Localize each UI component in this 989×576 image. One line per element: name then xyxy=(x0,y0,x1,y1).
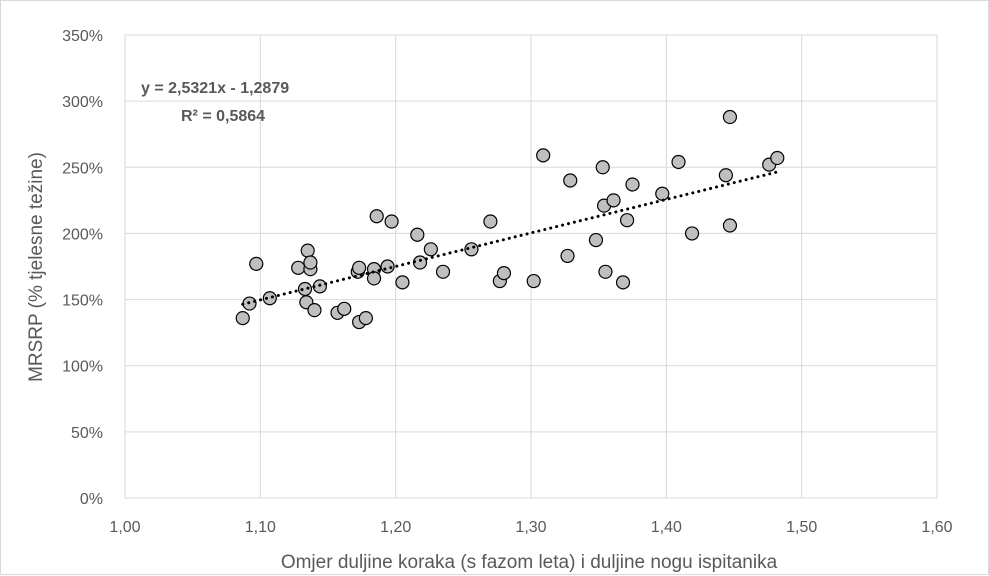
data-point xyxy=(303,255,318,270)
data-point xyxy=(235,310,250,326)
data-point xyxy=(366,271,382,286)
data-point xyxy=(625,177,640,192)
x-tick-label: 1,10 xyxy=(245,519,276,536)
data-point xyxy=(423,242,438,257)
y-tick-labels: 0% 50% 100% 150% 200% 250% 300% 350% xyxy=(62,28,103,508)
data-point xyxy=(352,260,367,275)
data-point xyxy=(598,264,613,279)
data-point xyxy=(369,209,384,224)
data-point xyxy=(384,214,399,229)
y-tick-label: 150% xyxy=(62,293,103,310)
y-tick-label: 350% xyxy=(62,28,103,45)
data-point xyxy=(563,173,578,188)
x-axis-title: Omjer duljine koraka (s fazom leta) i du… xyxy=(281,552,778,573)
data-point xyxy=(262,291,277,306)
x-tick-label: 1,30 xyxy=(515,519,546,536)
x-tick-label: 1,40 xyxy=(651,519,682,536)
data-point xyxy=(655,186,670,201)
data-point xyxy=(526,273,541,289)
trendline-r-squared: R² = 0,5864 xyxy=(181,108,265,125)
data-point xyxy=(684,226,700,241)
data-point xyxy=(380,259,395,274)
gridlines xyxy=(124,34,938,499)
data-point xyxy=(770,150,785,166)
data-point xyxy=(300,243,315,258)
data-point xyxy=(536,148,551,163)
y-tick-label: 200% xyxy=(62,226,103,243)
y-tick-label: 0% xyxy=(80,491,103,508)
data-point xyxy=(606,193,621,208)
y-tick-label: 100% xyxy=(62,359,103,376)
data-point xyxy=(722,218,738,233)
data-point xyxy=(435,264,451,279)
data-point xyxy=(588,232,604,248)
data-point xyxy=(619,213,635,228)
y-axis-title: MRSRP (% tjelesne težine) xyxy=(26,152,47,382)
y-tick-label: 50% xyxy=(71,425,103,442)
data-point xyxy=(483,214,498,229)
data-point xyxy=(671,154,686,170)
data-point xyxy=(249,256,264,271)
data-point xyxy=(410,227,425,242)
data-points xyxy=(235,109,785,330)
x-tick-label: 1,00 xyxy=(109,519,140,536)
x-tick-label: 1,60 xyxy=(921,519,952,536)
x-tick-label: 1,20 xyxy=(380,519,411,536)
data-point xyxy=(358,310,373,326)
y-tick-label: 250% xyxy=(62,160,103,177)
data-point xyxy=(595,160,610,175)
data-point xyxy=(615,275,631,290)
data-point xyxy=(297,281,313,297)
data-point xyxy=(718,168,733,183)
x-tick-labels: 1,00 1,10 1,20 1,30 1,40 1,50 1,60 xyxy=(109,519,952,536)
data-point xyxy=(337,301,352,316)
data-point xyxy=(307,303,322,318)
data-point xyxy=(291,260,306,275)
trendline xyxy=(241,170,779,306)
x-tick-label: 1,50 xyxy=(786,519,817,536)
data-point xyxy=(395,275,410,290)
trendline-equation: y = 2,5321x - 1,2879 xyxy=(141,80,289,97)
data-point xyxy=(722,109,738,125)
y-tick-label: 300% xyxy=(62,94,103,111)
data-point xyxy=(560,248,575,264)
data-point xyxy=(496,266,512,281)
